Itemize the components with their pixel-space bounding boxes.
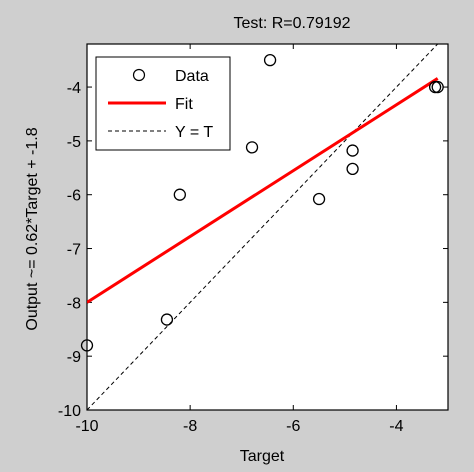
y-axis-title: Output ~= 0.62*Target + -1.8 — [24, 127, 41, 330]
legend: Data Fit Y = T — [95, 56, 231, 151]
identity-line — [87, 44, 439, 410]
data-point — [160, 313, 174, 326]
data-point — [80, 339, 94, 352]
x-axis-title: Target — [240, 448, 285, 465]
legend-label-fit: Fit — [175, 96, 193, 113]
x-tick-label: -8 — [183, 418, 197, 435]
y-tick-label: -10 — [58, 403, 81, 420]
y-tick-label: -4 — [67, 80, 81, 97]
legend-label-data: Data — [175, 68, 209, 85]
chart-title: Test: R=0.79192 — [234, 15, 351, 32]
data-point — [245, 141, 259, 154]
y-tick-label: -8 — [67, 295, 81, 312]
data-point — [346, 144, 359, 157]
legend-label-identity: Y = T — [175, 124, 213, 141]
series-layer — [87, 44, 439, 410]
y-tick-label: -7 — [67, 242, 81, 259]
y-tick-label: -5 — [67, 134, 81, 151]
data-point — [346, 162, 359, 176]
data-point — [263, 53, 277, 67]
x-tick-label: -10 — [75, 418, 98, 435]
tick-labels-layer: -10 -8 -6 -4 -10 -9 -8 -7 -6 -5 -4 — [58, 80, 404, 435]
data-point — [173, 188, 186, 201]
data-point — [312, 192, 326, 206]
ticks-layer — [86, 44, 448, 411]
y-tick-label: -6 — [67, 188, 81, 205]
data-point — [431, 80, 444, 94]
fit-line — [87, 77, 439, 304]
markers-layer — [80, 53, 444, 352]
y-tick-label: -9 — [67, 349, 81, 366]
legend-data-marker — [132, 68, 146, 82]
x-tick-label: -6 — [286, 418, 300, 435]
x-tick-label: -4 — [389, 418, 403, 435]
